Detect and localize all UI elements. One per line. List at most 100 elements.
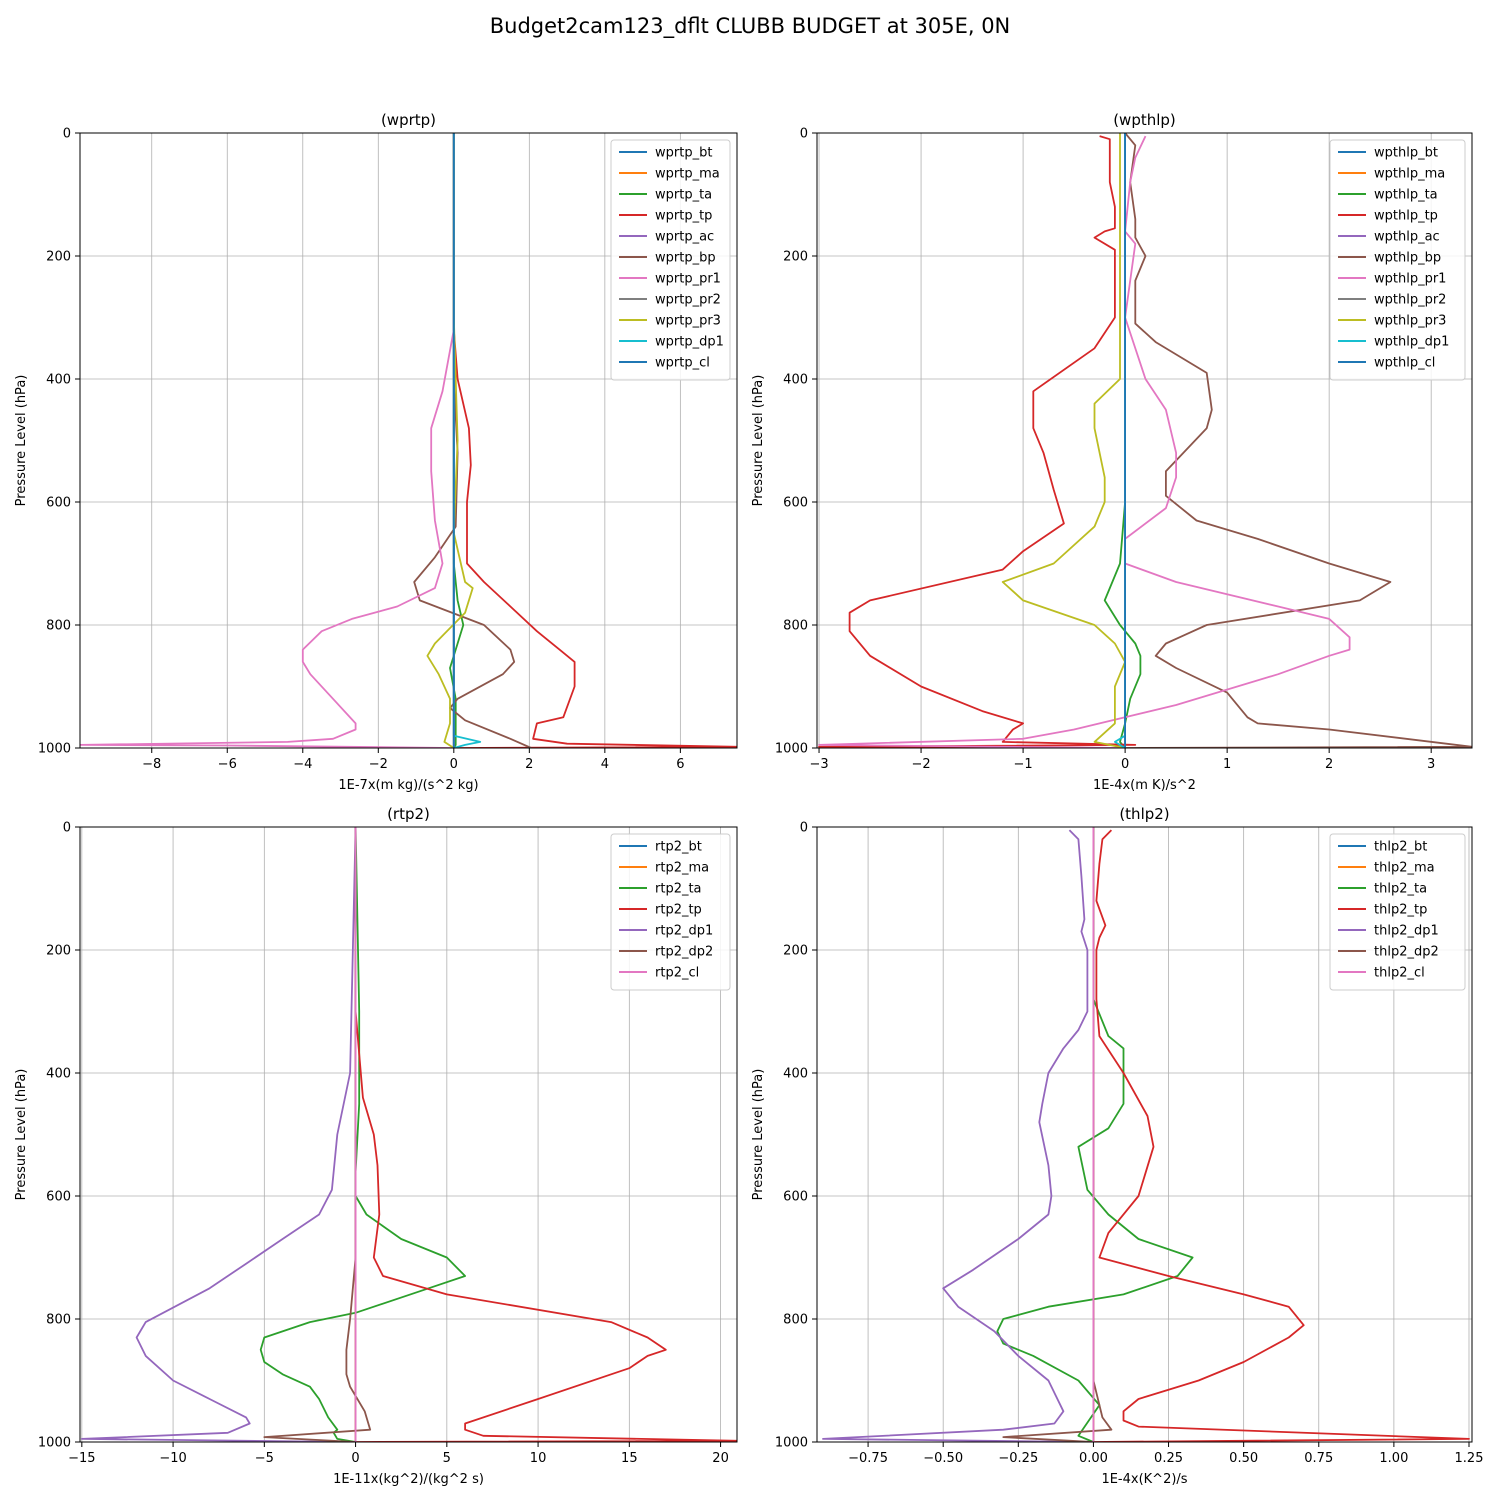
legend-entry: rtp2_cl	[655, 966, 699, 981]
axes-frame	[816, 826, 1473, 1443]
x-tick-label: −3	[809, 757, 828, 772]
legend-entry: rtp2_tp	[655, 903, 702, 918]
y-tick-label: 0	[63, 127, 71, 142]
y-tick-label: 800	[46, 619, 71, 634]
legend-entry: thlp2_cl	[1374, 966, 1425, 981]
x-tick-label: 1.25	[1455, 1451, 1484, 1466]
x-tick-label: 3	[1427, 757, 1435, 772]
series-group	[80, 827, 737, 1442]
legend-entry: wprtp_bp	[655, 251, 716, 266]
subplot-thlp2: −0.75 −0.50 −0.25 0.00 0.25 0.50 0.75 1.00 1.25 0…	[751, 805, 1483, 1487]
legend-entry: thlp2_dp2	[1374, 945, 1439, 960]
y-tick-label: 600	[46, 496, 71, 511]
y-axis-label: Pressure Level (hPa)	[14, 1069, 29, 1201]
x-tick-label: −8	[142, 757, 161, 772]
x-tick-label: −0.75	[848, 1451, 888, 1466]
legend-entry: wprtp_pr2	[655, 293, 721, 308]
x-tick-label: −1	[1014, 757, 1033, 772]
x-tick-label: 10	[530, 1451, 547, 1466]
legend-entry: thlp2_ta	[1374, 882, 1427, 897]
subplot-title: (wpthlp)	[1113, 111, 1176, 129]
x-tick-label: −5	[255, 1451, 274, 1466]
y-tick-label: 400	[46, 1067, 71, 1082]
subplot-wpthlp: −3 −2 −1 0 1 2 3 0 200 400 600 800 1000 (wpthlp) 1E-4x…	[751, 111, 1473, 793]
y-tick-label: 800	[783, 619, 808, 634]
x-tick-label: 2	[525, 757, 533, 772]
legend-entry: wpthlp_cl	[1374, 356, 1435, 371]
x-tick-label: −15	[68, 1451, 95, 1466]
legend: rtp2_bt rtp2_ma rtp2_ta rtp2_tp rtp2_dp1 rtp2…	[610, 833, 731, 991]
legend-entry: wprtp_pr1	[655, 272, 721, 287]
y-tick-label: 800	[46, 1313, 71, 1328]
subplot-rtp2: −15 −10 −5 0 5 10 15 2002004006008001000(rtp2)1…	[14, 805, 738, 1487]
legend-entry: wpthlp_bp	[1374, 251, 1441, 266]
y-tick-label: 0	[800, 127, 808, 142]
y-tick-label: 0	[63, 821, 71, 836]
y-axis-label: Pressure Level (hPa)	[14, 375, 29, 507]
legend-entry: wpthlp_dp1	[1374, 335, 1449, 350]
x-tick-label: −2	[911, 757, 930, 772]
x-tick-label: −0.25	[998, 1451, 1038, 1466]
series-line-wpthlp_pr3	[1001, 133, 1126, 748]
legend-entry: rtp2_bt	[655, 840, 702, 855]
legend-entry: wprtp_cl	[655, 356, 710, 371]
legend-entry: wprtp_pr3	[655, 314, 721, 329]
legend-entry: wprtp_ac	[655, 230, 714, 245]
legend-entry: wpthlp_pr3	[1374, 314, 1446, 329]
series-line-rtp2_dp1	[80, 827, 357, 1442]
x-tick-label: 0	[450, 757, 458, 772]
x-tick-label: −10	[159, 1451, 186, 1466]
y-tick-label: 600	[46, 1190, 71, 1205]
y-tick-label: 200	[783, 944, 808, 959]
legend-entry: rtp2_ta	[655, 882, 702, 897]
axes-frame	[79, 132, 738, 749]
y-tick-label: 600	[783, 1190, 808, 1205]
legend: wpthlp_bt wpthlp_ma wpthlp_ta wpthlp_tpwpth…	[1329, 139, 1466, 381]
x-tick-label: 2	[1325, 757, 1333, 772]
legend-entry: rtp2_ma	[655, 861, 709, 876]
y-tick-label: 200	[46, 250, 71, 265]
x-tick-label: 0.50	[1229, 1451, 1258, 1466]
legend-entry: rtp2_dp1	[655, 924, 713, 939]
legend-entry: thlp2_bt	[1374, 840, 1427, 855]
legend-entry: thlp2_ma	[1374, 861, 1435, 876]
legend-entry: wprtp_dp1	[655, 335, 724, 350]
x-tick-label: −0.50	[923, 1451, 963, 1466]
x-tick-label: 4	[601, 757, 609, 772]
axes-frame	[79, 826, 738, 1443]
series-line-wprtp_tp	[452, 133, 737, 748]
series-line-wpthlp_pr1	[818, 135, 1351, 748]
x-axis-label: 1E-7x(m kg)/(s^2 kg)	[338, 778, 478, 793]
x-tick-label: −6	[218, 757, 237, 772]
legend-entry: wprtp_ma	[655, 167, 720, 182]
series-group	[80, 133, 737, 748]
y-tick-label: 200	[46, 944, 71, 959]
x-tick-label: 0.00	[1079, 1451, 1108, 1466]
legend-entry: wprtp_ta	[655, 188, 712, 203]
subplot-title: (rtp2)	[387, 805, 430, 823]
y-tick-label: 400	[783, 373, 808, 388]
x-tick-label: 0	[351, 1451, 359, 1466]
series-line-wpthlp_bp	[1124, 133, 1472, 748]
series-line-rtp2_dp2	[263, 827, 372, 1442]
legend-entry: wpthlp_ta	[1374, 188, 1438, 203]
x-tick-label: 0.75	[1304, 1451, 1333, 1466]
legend-entry: thlp2_tp	[1374, 903, 1427, 918]
legend-entry: wpthlp_pr2	[1374, 293, 1446, 308]
y-tick-label: 200	[783, 250, 808, 265]
y-tick-label: 0	[800, 821, 808, 836]
series-group	[818, 133, 1472, 748]
y-tick-label: 1000	[775, 742, 808, 757]
legend-entry: wpthlp_ma	[1374, 167, 1445, 182]
legend-entry: wprtp_bt	[655, 146, 712, 161]
series-line-wprtp_pr3	[426, 133, 474, 748]
series-line-rtp2_tp	[354, 827, 737, 1442]
x-tick-label: −4	[293, 757, 312, 772]
y-axis-label: Pressure Level (hPa)	[751, 1069, 766, 1201]
series-line-wprtp_bp	[413, 133, 532, 748]
legend-entry: wpthlp_ac	[1374, 230, 1440, 245]
y-tick-label: 400	[46, 373, 71, 388]
legend: wprtp_bt wprtp_ma wprtp_ta wprtp_tp wprtp_ac…	[610, 139, 731, 381]
subplot-title: (wprtp)	[381, 111, 436, 129]
